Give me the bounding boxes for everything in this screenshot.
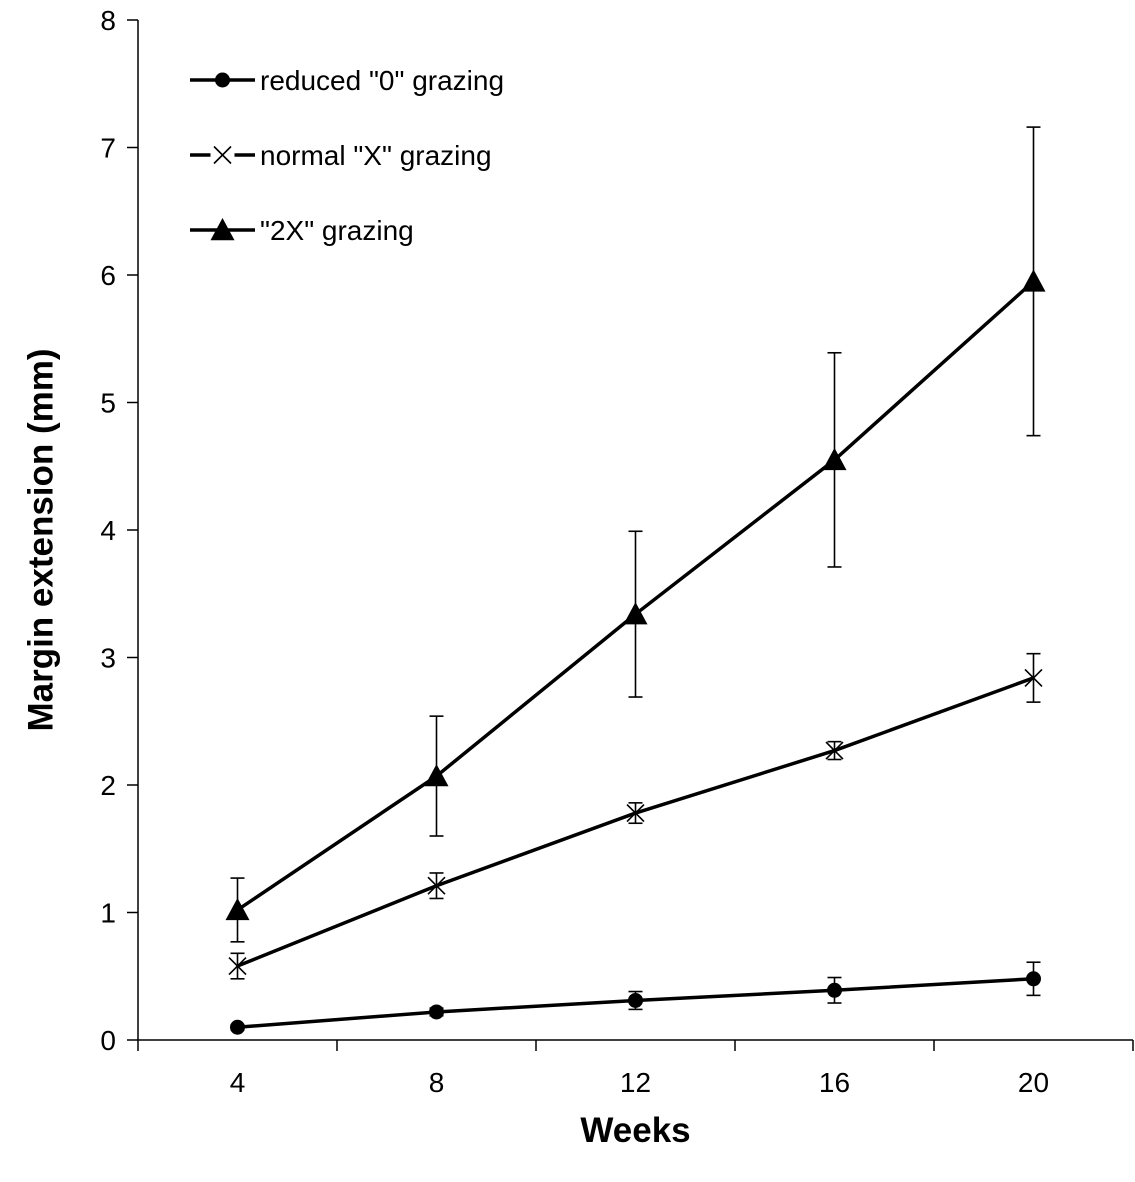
y-tick-label: 8 (100, 5, 116, 36)
legend-label: normal "X" grazing (260, 140, 492, 171)
series-1 (230, 961, 1041, 1035)
x-marker (626, 803, 645, 823)
x-marker (427, 876, 446, 895)
series-3 (225, 126, 1046, 943)
x-tick-label: 8 (429, 1067, 445, 1098)
triangle-marker (424, 764, 449, 787)
circle-marker (628, 992, 643, 1008)
legend-item-2: normal "X" grazing (190, 140, 492, 171)
x-marker-stroke (1024, 668, 1043, 687)
x-tick-label: 12 (620, 1067, 651, 1098)
y-ticks: 0 1 2 3 4 5 6 7 8 (100, 5, 138, 1056)
y-tick-label: 6 (100, 260, 116, 291)
legend-item-1: reduced "0" grazing (190, 65, 504, 96)
circle-marker (827, 982, 842, 998)
legend-label: reduced "0" grazing (260, 65, 504, 96)
x-marker-stroke (228, 956, 247, 976)
triangle-marker (225, 897, 250, 921)
x-tick-label: 20 (1018, 1067, 1049, 1098)
y-tick-label: 3 (100, 643, 116, 674)
x-marker-stroke (626, 803, 645, 823)
series-2 (228, 652, 1043, 980)
x-marker-stroke (825, 741, 844, 760)
y-tick-label: 5 (100, 388, 116, 419)
y-tick-label: 7 (100, 133, 116, 164)
circle-marker (215, 72, 230, 88)
x-tick-label: 4 (230, 1067, 246, 1098)
x-marker (825, 741, 844, 760)
y-tick-label: 4 (100, 515, 116, 546)
x-marker (1024, 668, 1043, 687)
legend-item-3: "2X" grazing (190, 215, 414, 246)
x-marker-stroke (427, 876, 446, 895)
x-ticks: 4 8 12 16 20 (137, 1040, 1134, 1098)
y-axis-title: Margin extension (mm) (21, 348, 60, 731)
triangle-marker (1021, 269, 1046, 292)
x-marker-stroke (213, 145, 232, 165)
series (225, 126, 1046, 1035)
axes (137, 20, 1133, 1041)
triangle-marker (822, 447, 847, 471)
y-tick-label: 2 (100, 770, 116, 801)
x-marker (213, 145, 232, 165)
triangle-marker (623, 602, 648, 625)
circle-marker (429, 1004, 444, 1020)
circle-marker (1026, 971, 1041, 987)
x-axis-title: Weeks (580, 1111, 690, 1150)
legend-label: "2X" grazing (260, 215, 414, 246)
circle-marker (230, 1019, 245, 1035)
triangle-marker (210, 218, 235, 241)
x-marker (228, 956, 247, 976)
x-tick-label: 16 (819, 1067, 850, 1098)
y-tick-label: 1 (100, 898, 116, 929)
y-tick-label: 0 (100, 1025, 116, 1056)
legend: reduced "0" grazing normal "X" grazing "2X… (190, 65, 504, 246)
